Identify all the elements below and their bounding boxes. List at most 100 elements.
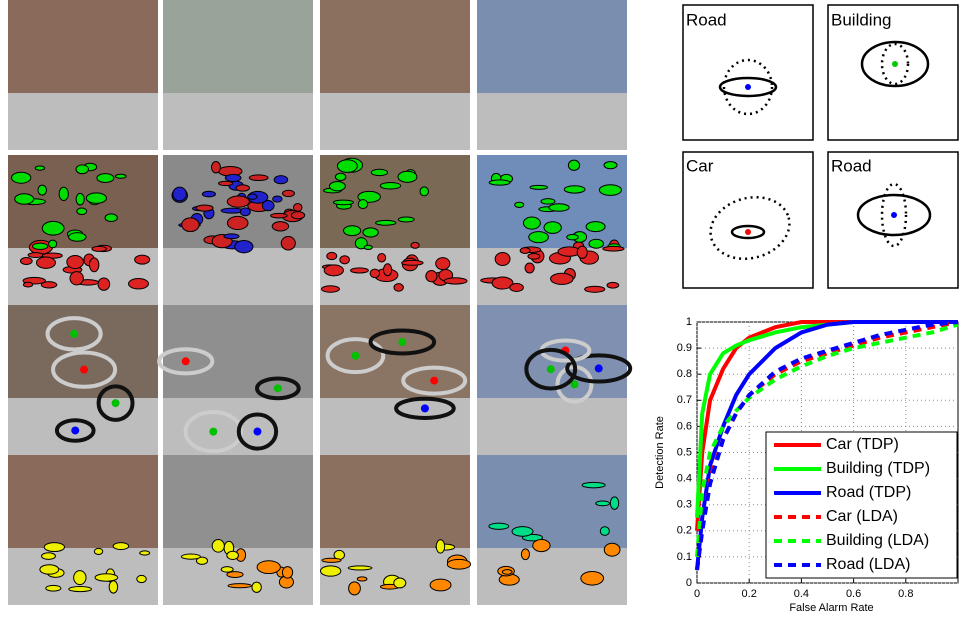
feature-ellipse [136,574,147,584]
panel-box [682,151,814,289]
feature-ellipse [45,584,62,592]
ellipse [709,195,791,261]
feature-ellipse [519,247,531,254]
feature-ellipse [235,184,251,192]
feature-ellipse [347,565,373,571]
x-tick-label: 0.6 [846,588,861,600]
feature-ellipse [362,227,379,238]
feature-ellipse [528,231,549,244]
feature-ellipse [73,570,87,586]
road [163,248,313,305]
part-dot [111,399,120,408]
feature-ellipse [595,500,611,507]
feature-ellipse [336,159,358,173]
feature-ellipse [321,285,340,293]
feature-ellipse [602,245,625,252]
legend-label: Car (TDP) [826,436,899,453]
y-tick-label: 1 [686,316,692,328]
road [477,398,627,455]
feature-ellipse [211,539,225,553]
feature-ellipse [377,253,387,263]
feature-ellipse [401,259,424,266]
feature-ellipse [290,211,306,220]
feature-ellipse [112,542,130,551]
feature-ellipse [22,281,34,288]
feature-ellipse [271,221,290,232]
feature-ellipse [419,186,429,197]
feature-ellipse [567,159,581,171]
road [8,398,158,455]
feature-ellipse [19,257,33,265]
feature-ellipse [220,566,234,573]
feature-ellipse [524,262,535,274]
ellipse [856,193,932,237]
feature-ellipse [320,565,342,577]
road [8,93,158,150]
feature-ellipse [576,245,588,259]
feature-ellipse [97,277,111,291]
part-ellipse [325,337,386,375]
feature-ellipse [201,190,216,198]
part-dot [71,426,80,435]
feature-ellipse [226,571,244,578]
photo-grid [8,0,633,605]
feature-ellipse [357,199,369,210]
feature-ellipse [382,263,393,277]
feature-ellipse [14,193,35,205]
feature-ellipse [273,175,289,185]
feature-ellipse [85,192,107,204]
panel-box [827,151,959,289]
feature-ellipse [585,221,606,233]
feature-ellipse [514,201,525,208]
dot [745,229,751,235]
feature-ellipse [363,244,373,250]
feature-ellipse [39,564,60,575]
roc-chart: 0 0.1 0.2 0.3 0.4 0.5 0.6 0.7 0.8 0.9 1 0 0.2 0.4 0.6 0… [654,316,959,614]
panel-label: Road [831,156,872,175]
part-ellipse [565,353,633,384]
feature-ellipse [66,254,84,270]
part-dot [398,337,407,346]
feature-ellipse [563,185,586,194]
y-tick-label: 0.6 [677,420,692,432]
road [320,93,470,150]
feature-ellipse [348,581,361,596]
part-dot [209,427,218,436]
feature-ellipse [529,184,548,190]
feature-ellipse [11,171,32,184]
feature-ellipse [532,538,551,553]
feature-ellipse [393,577,407,589]
part-ellipse [368,328,437,356]
ellipse [880,42,910,86]
part-ellipse [394,396,456,420]
ellipse [860,40,930,88]
feature-ellipse [443,277,468,285]
feature-ellipse [68,232,87,242]
feature-ellipse [580,570,605,586]
feature-ellipse [609,496,620,510]
feature-ellipse [332,199,354,206]
feature-ellipse [429,578,452,592]
feature-ellipse [270,212,288,219]
part-ellipse [183,410,244,454]
roc-curve [695,320,958,571]
dot [892,61,898,67]
feature-ellipse [379,181,402,190]
panel-label: Road [686,10,727,29]
feature-ellipse [435,539,446,554]
feature-ellipse [343,225,362,237]
road [163,93,313,150]
legend-label: Road (LDA) [826,556,910,573]
panel-label: Car [686,156,714,175]
x-axis-label: False Alarm Rate [789,602,873,614]
feature-ellipse [139,550,151,556]
feature-ellipse [226,550,239,560]
part-ellipse [51,350,118,389]
part-dot [594,364,603,373]
roc-curve [695,322,959,558]
feature-ellipse [226,195,250,208]
y-tick-label: 0.4 [677,473,692,485]
feature-ellipse [195,556,209,565]
feature-ellipse [588,238,604,249]
y-tick-label: 0 [686,577,692,589]
